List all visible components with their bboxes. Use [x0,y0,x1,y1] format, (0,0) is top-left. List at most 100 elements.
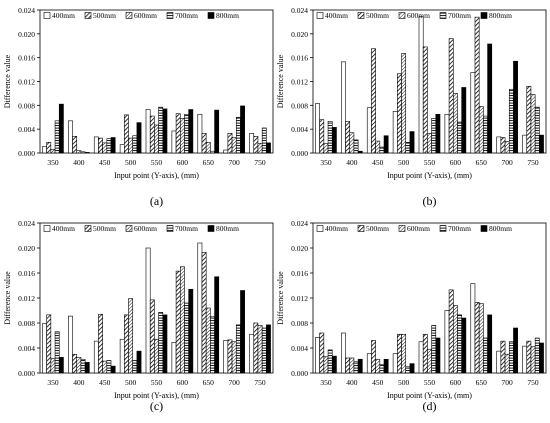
bar-500mm [253,136,259,154]
bar-500mm [124,314,129,374]
y-axis-label: Difference value [3,54,12,108]
bar-400mm [522,134,528,154]
x-tick-label: 400 [346,378,358,387]
bar-800mm [266,324,271,374]
y-tick-label: 0.004 [291,125,308,134]
panel-c: (c) 0.000 0.004 0.008 0.012 0.016 0.020 0.024 D… [3,219,274,413]
bar-400mm [223,340,229,374]
y-tick-label: 0.016 [18,54,35,63]
bar-800mm [266,142,271,154]
bar-400mm [418,341,424,374]
bar-400mm [42,323,47,374]
bar-800mm [513,327,518,374]
x-tick-label: 700 [229,378,241,387]
bar-800mm [435,337,441,374]
y-tick-label: 0.020 [18,244,35,253]
x-tick-label: 350 [320,158,332,167]
bar-500mm [345,121,351,154]
bar-400mm [93,136,99,154]
bar-800mm [331,355,337,374]
bar-400mm [145,247,151,374]
bar-600mm [154,124,159,154]
bar-400mm [341,332,346,374]
bar-500mm [448,289,454,374]
bar-700mm [534,337,540,374]
bar-700mm [483,337,488,374]
bar-500mm [227,133,233,154]
y-tick-label: 0.016 [291,54,308,63]
bar-500mm [422,46,428,154]
bar-800mm [383,358,389,374]
bar-700mm [457,121,462,154]
bar-500mm [201,133,207,154]
x-tick-label: 700 [502,158,514,167]
bar-700mm [431,325,437,374]
x-tick-label: 500 [125,158,137,167]
bar-500mm [149,115,155,154]
bar-700mm [54,120,60,154]
bar-500mm [124,114,129,154]
bar-700mm [210,316,215,374]
legend-swatch [84,12,92,19]
bar-400mm [444,113,450,154]
y-tick-label: 0.012 [291,78,308,87]
x-tick-label: 550 [424,158,436,167]
bar-700mm [431,118,437,154]
x-tick-label: 550 [424,378,436,387]
bar-800mm [435,113,441,154]
bar-700mm [353,139,359,154]
y-tick-label: 0.000 [291,369,308,378]
bar-600mm [102,142,108,154]
bar-600mm [530,346,536,374]
bar-600mm [50,358,56,374]
bar-700mm [158,106,164,154]
y-tick-label: 0.024 [18,219,35,228]
x-tick-label: 400 [73,378,85,387]
y-tick-label: 0.020 [291,244,308,253]
bar-800mm [357,150,363,154]
x-tick-label: 450 [99,378,111,387]
bar-700mm [405,141,411,154]
y-tick-label: 0.008 [18,101,35,110]
bar-700mm [80,151,86,154]
bar-800mm [188,109,194,154]
bar-400mm [366,107,372,154]
legend-swatch [357,12,365,19]
bar-500mm [397,333,402,374]
bar-400mm [68,120,73,154]
legend-swatch [480,225,488,232]
bar-700mm [235,324,241,374]
bar-500mm [98,313,103,374]
panel-label: (d) [423,399,437,413]
bar-500mm [253,322,259,374]
bar-400mm [470,283,476,374]
legend-item: 400mm [325,11,348,20]
y-tick-label: 0.024 [291,6,308,15]
y-axis-label: Difference value [3,271,12,325]
bar-800mm [409,131,415,154]
bar-800mm [162,108,168,154]
bar-400mm [341,61,346,154]
x-tick-label: 650 [476,378,488,387]
legend-swatch [398,12,406,19]
bar-800mm [136,122,142,154]
bar-500mm [319,332,325,374]
x-tick-label: 600 [450,378,462,387]
bar-500mm [345,357,351,374]
legend-item: 500mm [93,224,116,233]
legend-swatch [439,12,447,19]
x-tick-label: 650 [476,158,488,167]
y-axis-label: Difference value [276,271,285,325]
bar-500mm [98,137,103,154]
y-tick-label: 0.004 [291,344,308,353]
bar-600mm [231,341,237,374]
bar-400mm [315,103,320,154]
bar-600mm [452,93,458,154]
y-tick-label: 0.000 [18,369,35,378]
bar-800mm [84,152,90,154]
x-tick-label: 750 [527,378,539,387]
bar-800mm [487,314,493,374]
bar-400mm [93,340,99,374]
legend-item: 800mm [489,11,512,20]
bar-700mm [508,88,514,154]
